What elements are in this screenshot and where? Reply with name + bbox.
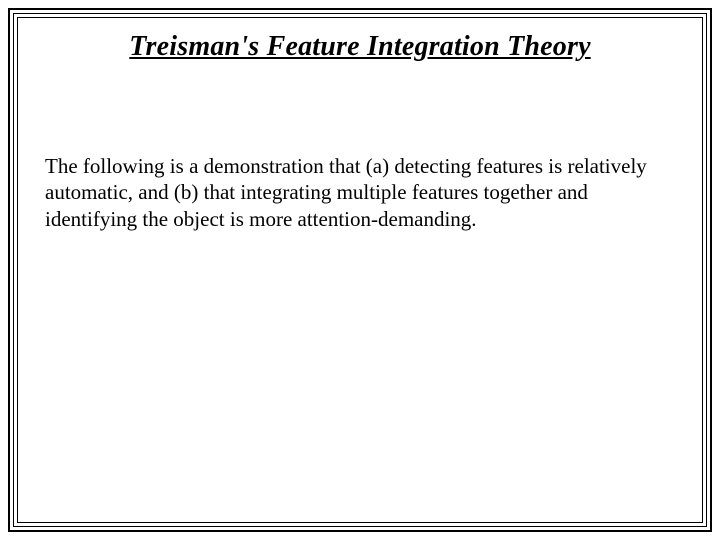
slide-title: Treisman's Feature Integration Theory [45, 31, 675, 63]
slide-content: Treisman's Feature Integration Theory Th… [17, 17, 703, 523]
slide-body-text: The following is a demonstration that (a… [45, 153, 675, 232]
